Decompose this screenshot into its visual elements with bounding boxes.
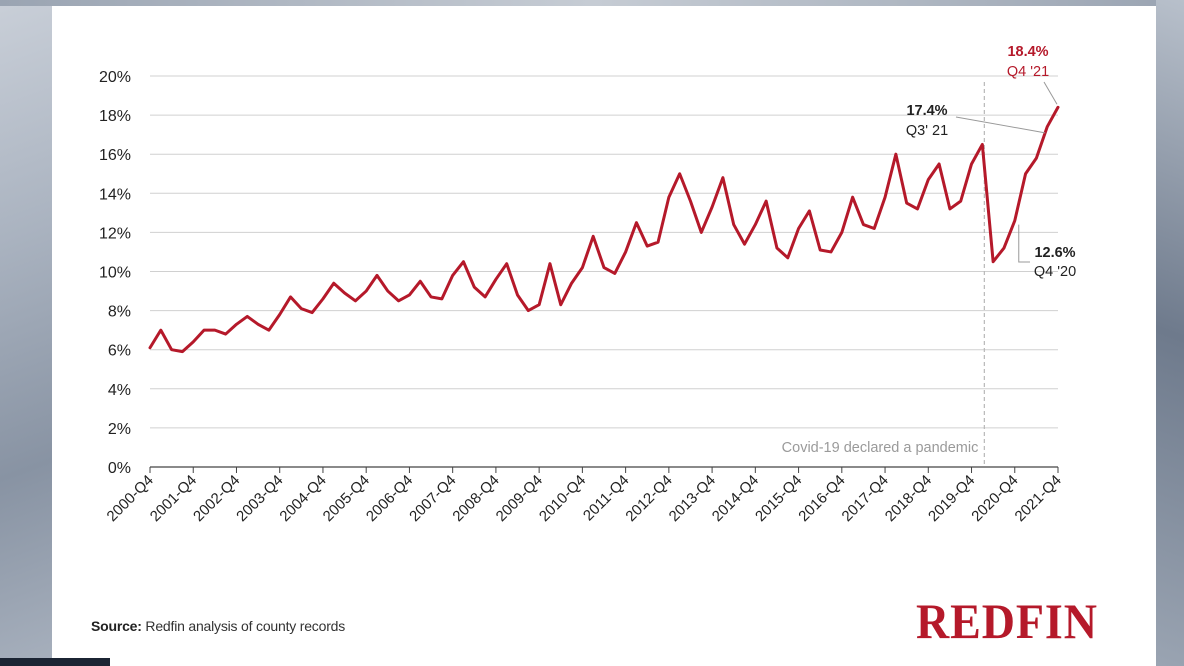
annotation-value: 12.6% (1034, 245, 1075, 261)
x-tick-label: 2017-Q4 (839, 472, 892, 525)
x-tick-label: 2013-Q4 (666, 472, 719, 525)
y-tick-label: 12% (99, 225, 131, 242)
annotation-value: 18.4% (1007, 44, 1048, 60)
annotation-label: Q4 '21 (1007, 64, 1049, 80)
source-note: Source: Redfin analysis of county record… (91, 618, 345, 634)
annotation-leader (1043, 81, 1058, 105)
series-line (148, 105, 1060, 354)
background-left (0, 0, 52, 666)
corner-bar (0, 658, 110, 666)
y-tick-label: 6% (108, 343, 131, 360)
y-tick-label: 2% (108, 421, 131, 438)
y-tick-label: 16% (99, 147, 131, 164)
x-tick-label: 2006-Q4 (363, 472, 416, 525)
x-tick-label: 2002-Q4 (190, 472, 243, 525)
y-tick-label: 10% (99, 265, 131, 282)
x-tick-label: 2018-Q4 (882, 472, 935, 525)
x-tick-label: 2007-Q4 (406, 472, 459, 525)
line-chart: 0% 2% 4% 6% 8% 10% 12% 14% 16% 18% 20% 2000-Q42001… (99, 44, 1076, 525)
chart-card: 0% 2% 4% 6% 8% 10% 12% 14% 16% 18% 20% 2000-Q4 2001… (52, 6, 1156, 666)
redfin-logo: REDFIN (916, 593, 1098, 649)
y-tick-label: 0% (108, 460, 131, 477)
y-tick-label: 20% (99, 69, 131, 86)
x-tick-label: 2020-Q4 (968, 472, 1021, 525)
annotations: 18.4% Q4 '21 17.4% Q3' 21 12.6% Q4 '20 (906, 44, 1076, 280)
y-tick-label: 4% (108, 382, 131, 399)
annotation-label: Q3' 21 (906, 123, 948, 139)
y-tick-label: 18% (99, 108, 131, 125)
y-tick-label: 8% (108, 304, 131, 321)
grid-lines (150, 75, 1058, 429)
x-axis: 2000-Q42001-Q42002-Q42003-Q42004-Q42005-… (104, 466, 1065, 525)
annotation-leader (1018, 224, 1030, 263)
y-tick-label: 14% (99, 186, 131, 203)
pandemic-marker: Covid-19 declared a pandemic (782, 82, 985, 467)
x-tick-label: 2015-Q4 (752, 472, 805, 525)
x-tick-label: 2016-Q4 (795, 472, 848, 525)
source-label: Source: (91, 618, 142, 634)
x-tick-label: 2019-Q4 (925, 472, 978, 525)
x-tick-label: 2008-Q4 (449, 472, 502, 525)
x-tick-label: 2004-Q4 (276, 472, 329, 525)
x-tick-label: 2014-Q4 (709, 472, 762, 525)
x-tick-label: 2010-Q4 (536, 472, 589, 525)
x-tick-label: 2021-Q4 (1012, 472, 1065, 525)
x-tick-label: 2003-Q4 (233, 472, 286, 525)
annotation-value: 17.4% (906, 103, 947, 119)
y-axis-ticks: 0% 2% 4% 6% 8% 10% 12% 14% 16% 18% 20% (99, 69, 131, 477)
annotation-leader (955, 116, 1046, 134)
x-tick-label: 2005-Q4 (320, 472, 373, 525)
source-text: Redfin analysis of county records (141, 618, 346, 634)
background-right (1156, 0, 1184, 666)
series (148, 105, 1060, 354)
x-tick-label: 2012-Q4 (622, 472, 675, 525)
pandemic-label: Covid-19 declared a pandemic (782, 440, 979, 456)
annotation-label: Q4 '20 (1034, 264, 1076, 280)
x-tick-label: 2000-Q4 (104, 472, 157, 525)
x-tick-label: 2009-Q4 (493, 472, 546, 525)
x-tick-label: 2001-Q4 (147, 472, 200, 525)
background-top (0, 0, 1184, 6)
